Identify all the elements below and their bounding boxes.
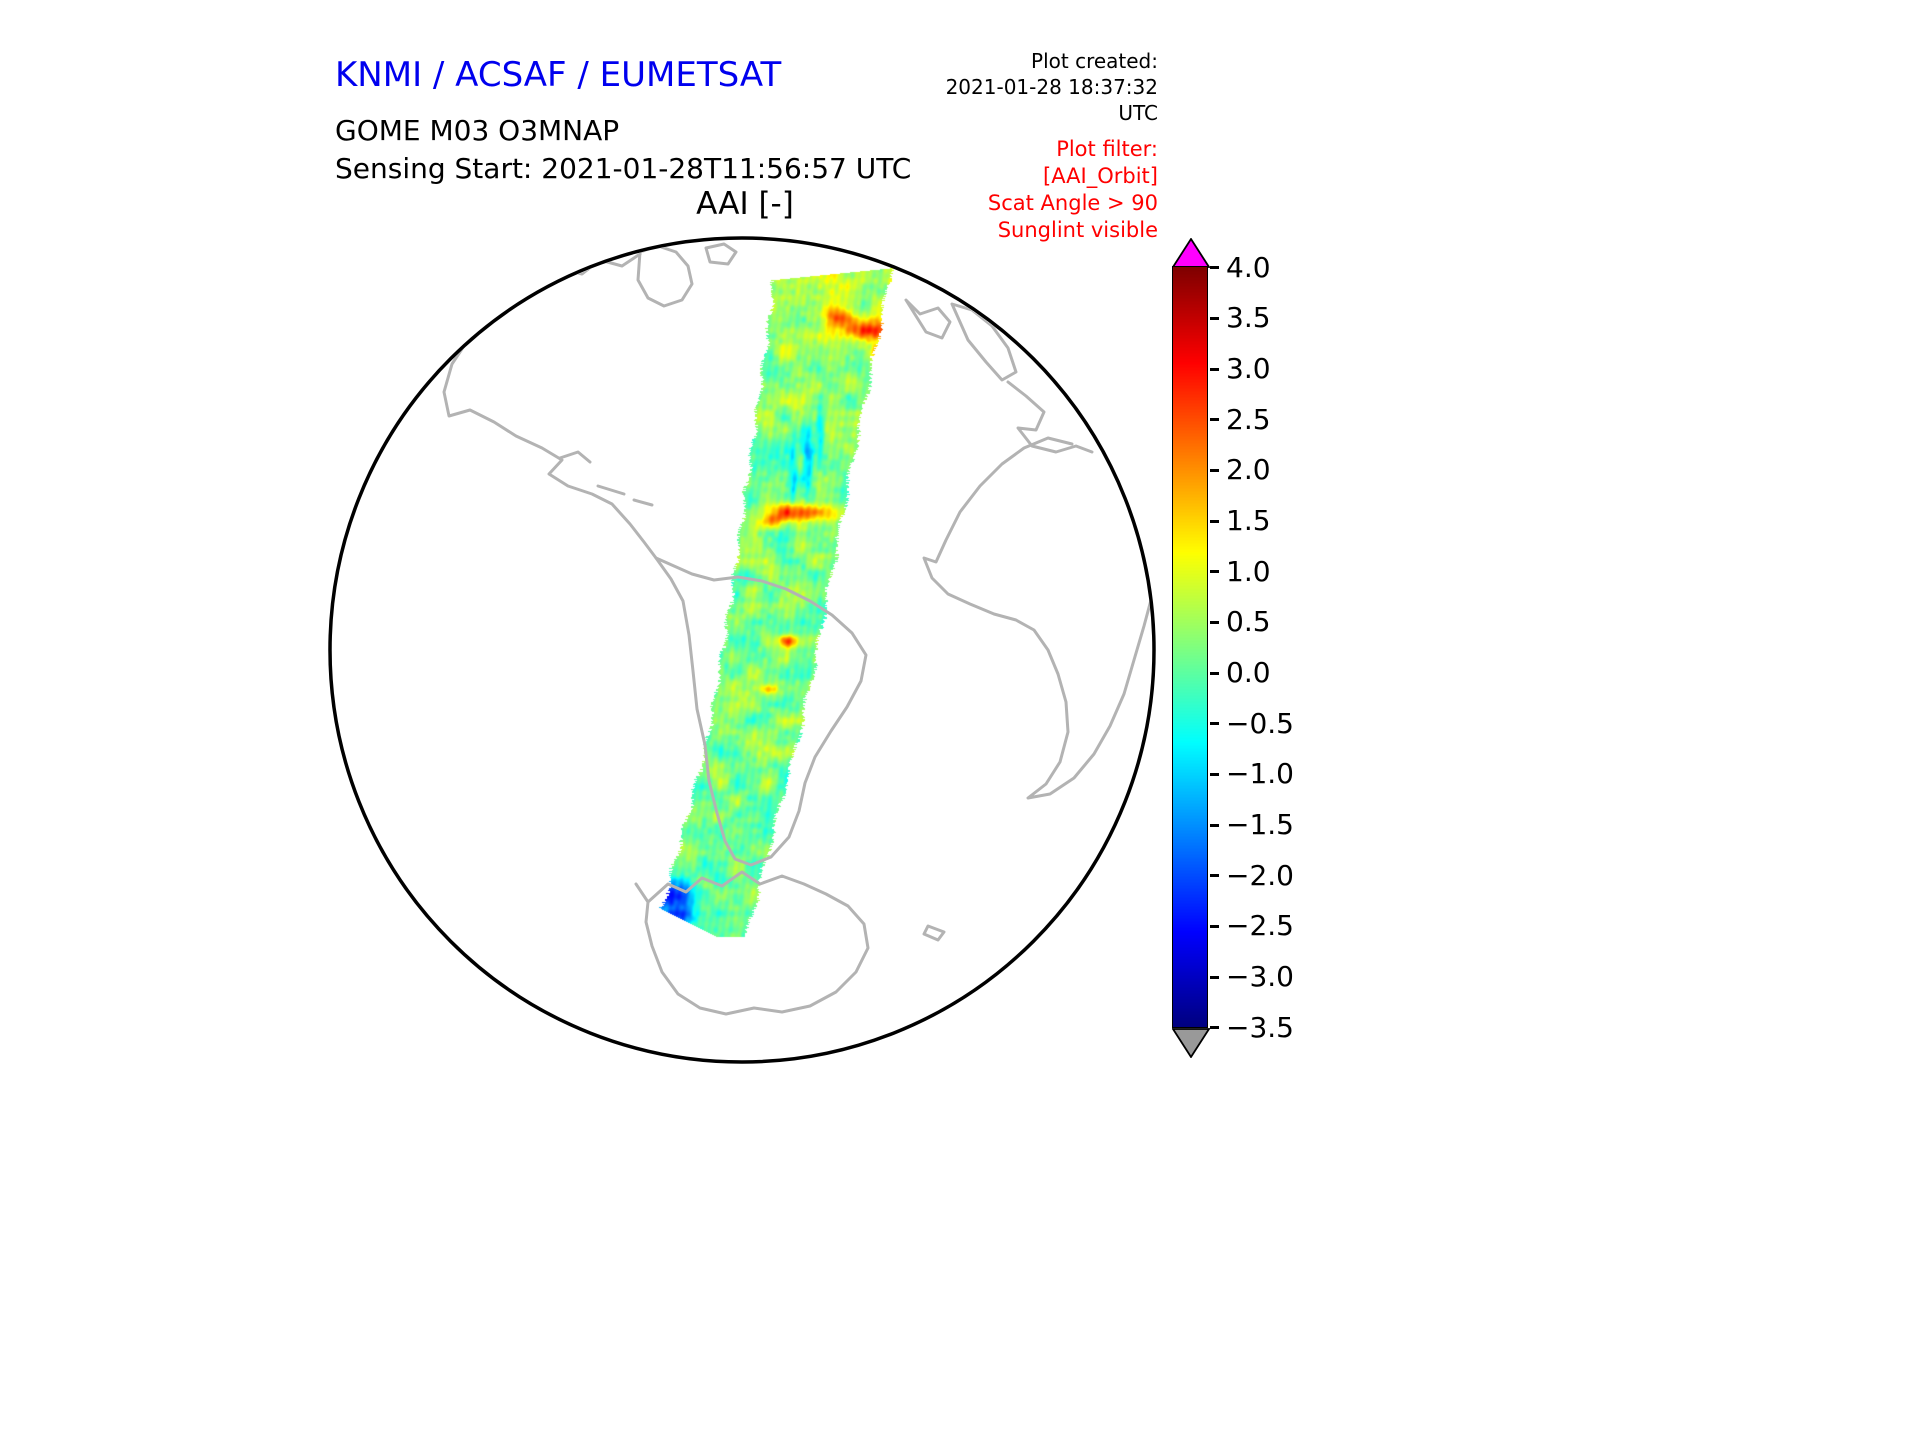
- plot-created: Plot created: 2021-01-28 18:37:32 UTC: [915, 48, 1158, 126]
- colorbar-tick-label: −2.0: [1226, 858, 1294, 892]
- colorbar-tick-label: 3.0: [1226, 352, 1271, 386]
- colorbar-tick-mark: [1210, 418, 1219, 422]
- colorbar-tick-label: 0.0: [1226, 656, 1271, 690]
- instrument-title: GOME M03 O3MNAP: [335, 114, 620, 147]
- colorbar-gradient: [1172, 266, 1208, 1028]
- plot-created-label: Plot created:: [1031, 49, 1158, 73]
- colorbar-tick-label: 2.0: [1226, 453, 1271, 487]
- sensing-start-line: Sensing Start: 2021-01-28T11:56:57 UTC: [335, 152, 912, 185]
- colorbar-tick-mark: [1210, 316, 1219, 320]
- globe-outline: [328, 236, 1156, 1064]
- colorbar-tick-label: 1.5: [1226, 504, 1271, 538]
- colorbar-tick-mark: [1210, 874, 1219, 878]
- coastline-gulf: [558, 450, 592, 464]
- colorbar-tick-label: 3.5: [1226, 301, 1271, 335]
- colorbar-tick-mark: [1210, 1026, 1219, 1030]
- coastline-south-georgia-island: [922, 924, 946, 942]
- colorbar-tick-label: −3.0: [1226, 960, 1294, 994]
- coastline-greenland: [636, 244, 694, 308]
- coastline-uk: [904, 298, 952, 340]
- colorbar-tick-label: −1.5: [1226, 808, 1294, 842]
- aai-swath-heatmap: [590, 255, 910, 945]
- colorbar-tick-mark: [1210, 722, 1219, 726]
- colorbar-tick-mark: [1210, 823, 1219, 827]
- plot-filter-line: Sunglint visible: [997, 218, 1158, 242]
- colorbar-tick-mark: [1210, 772, 1219, 776]
- coastline-caribbean-islands: [596, 484, 654, 507]
- colorbar-tick-label: −2.5: [1226, 909, 1294, 943]
- coastlines: [442, 242, 1152, 1016]
- plot-title: AAI [-]: [696, 186, 794, 222]
- colorbar-tick-mark: [1210, 468, 1219, 472]
- colorbar-tick-mark: [1210, 519, 1219, 523]
- coastline-north-america: [442, 252, 658, 560]
- colorbar: 4.0 3.5 3.0 2.5 2.0 1.5 1.0 0.5 0.0 −0.5 −1.0 −1.5 −…: [1172, 238, 1342, 1068]
- colorbar-tick-label: 0.5: [1226, 605, 1271, 639]
- colorbar-tick-label: 1.0: [1226, 554, 1271, 588]
- colorbar-tick-mark: [1210, 975, 1219, 979]
- colorbar-tick-mark: [1210, 266, 1219, 270]
- colorbar-tick-mark: [1210, 620, 1219, 624]
- coastline-europe: [1006, 380, 1094, 454]
- colorbar-tick-label: −0.5: [1226, 706, 1294, 740]
- colorbar-tick-label: 4.0: [1226, 250, 1271, 284]
- colorbar-tick-label: 2.5: [1226, 402, 1271, 436]
- brand-title: KNMI / ACSAF / EUMETSAT: [335, 55, 782, 95]
- coastline-scandinavia: [950, 302, 1018, 382]
- plot-filter-block: Plot filter: [AAI_Orbit] Scat Angle > 90…: [915, 136, 1158, 244]
- colorbar-tick-label: −1.0: [1226, 757, 1294, 791]
- plot-filter-line: [AAI_Orbit]: [1043, 164, 1158, 188]
- plot-filter-line: Scat Angle > 90: [987, 191, 1158, 215]
- coastline-antarctica: [634, 870, 870, 1016]
- coastline-arctic-island: [704, 242, 738, 266]
- colorbar-tick-mark: [1210, 570, 1219, 574]
- coastline-africa: [922, 436, 1152, 800]
- coastline-south-america: [654, 556, 868, 867]
- colorbar-tick-mark: [1210, 924, 1219, 928]
- colorbar-over-range-arrow: [1172, 238, 1210, 268]
- plot-filter-title: Plot filter:: [1056, 137, 1158, 161]
- colorbar-tick-mark: [1210, 367, 1219, 371]
- plot-created-value: 2021-01-28 18:37:32 UTC: [945, 75, 1158, 125]
- colorbar-tick-label: −3.5: [1226, 1010, 1294, 1044]
- colorbar-under-range-arrow: [1172, 1028, 1210, 1058]
- colorbar-tick-mark: [1210, 671, 1219, 675]
